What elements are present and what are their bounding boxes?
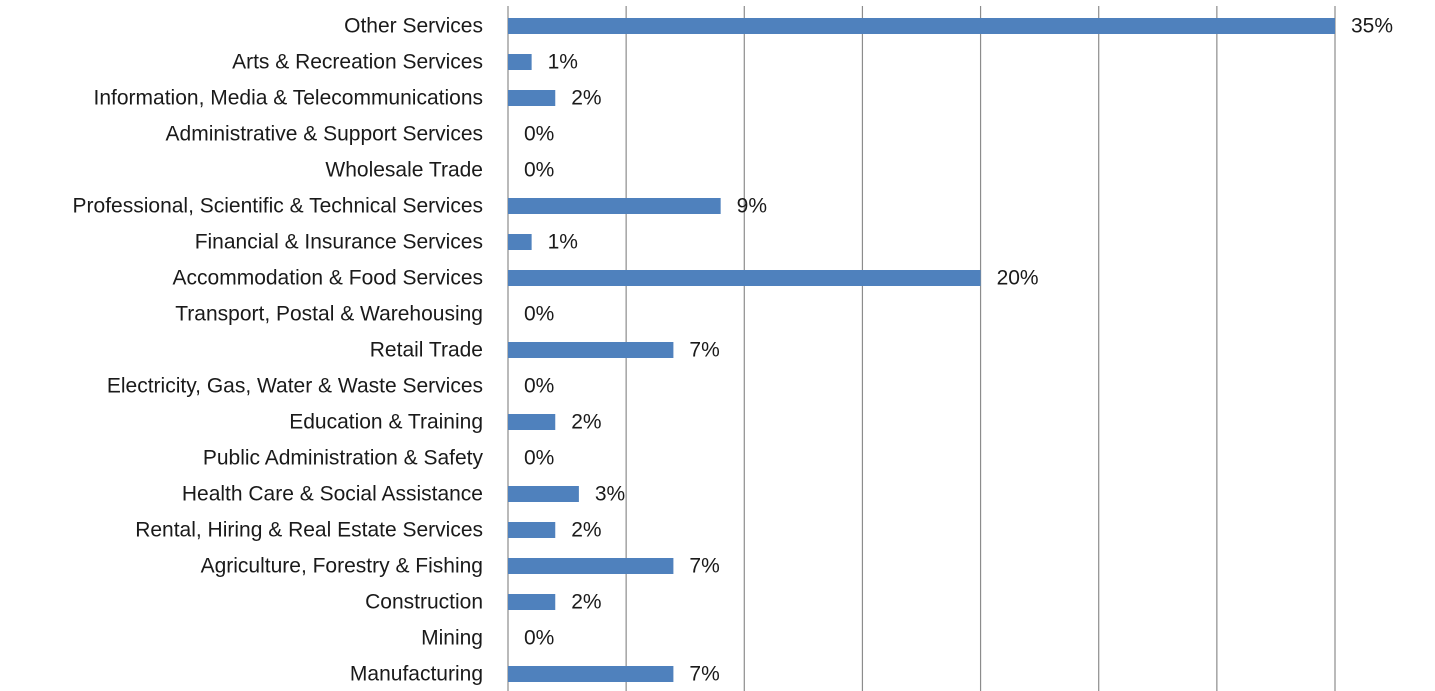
category-label: Rental, Hiring & Real Estate Services xyxy=(135,519,483,542)
bar xyxy=(508,486,579,502)
category-label: Other Services xyxy=(344,15,483,38)
bar xyxy=(508,414,556,430)
data-label: 35% xyxy=(1351,15,1393,38)
category-label: Manufacturing xyxy=(350,663,483,686)
gridlines xyxy=(507,6,1336,691)
data-label: 7% xyxy=(689,663,719,686)
bar xyxy=(508,522,556,538)
data-label: 0% xyxy=(524,375,554,398)
category-label: Public Administration & Safety xyxy=(203,447,484,470)
data-label: 0% xyxy=(524,123,554,146)
data-label: 0% xyxy=(524,627,554,650)
bar xyxy=(508,18,1335,34)
data-label: 3% xyxy=(595,483,625,506)
category-label: Electricity, Gas, Water & Waste Services xyxy=(107,375,483,398)
bars xyxy=(508,18,1335,682)
data-label: 0% xyxy=(524,159,554,182)
data-label: 2% xyxy=(571,87,601,110)
bar xyxy=(508,90,556,106)
data-label: 1% xyxy=(548,231,578,254)
category-label: Information, Media & Telecommunications xyxy=(94,87,483,110)
category-label: Professional, Scientific & Technical Ser… xyxy=(73,195,483,218)
data-label: 2% xyxy=(571,519,601,542)
data-label: 1% xyxy=(548,51,578,74)
data-label: 9% xyxy=(737,195,767,218)
bar xyxy=(508,558,674,574)
data-label: 7% xyxy=(689,555,719,578)
data-label: 2% xyxy=(571,591,601,614)
bar xyxy=(508,342,674,358)
category-label: Education & Training xyxy=(289,411,483,434)
data-label: 20% xyxy=(997,267,1039,290)
data-label: 7% xyxy=(689,339,719,362)
category-label: Financial & Insurance Services xyxy=(195,231,483,254)
bar xyxy=(508,234,532,250)
bar xyxy=(508,270,981,286)
bar xyxy=(508,594,556,610)
category-label: Arts & Recreation Services xyxy=(232,51,483,74)
data-label: 2% xyxy=(571,411,601,434)
category-label: Retail Trade xyxy=(370,339,483,362)
category-label: Transport, Postal & Warehousing xyxy=(175,303,483,326)
category-label: Wholesale Trade xyxy=(325,159,483,182)
category-label: Agriculture, Forestry & Fishing xyxy=(201,555,483,578)
data-label: 0% xyxy=(524,447,554,470)
value-labels: 35% 1% 2% 0% 0% 9% 1% 20% 0% 7% 0% 2% 0% 3% 2% 7% 2% 0% 7% xyxy=(524,15,1393,686)
category-label: Health Care & Social Assistance xyxy=(182,483,483,506)
category-label: Construction xyxy=(365,591,483,614)
category-label: Accommodation & Food Services xyxy=(173,267,483,290)
category-labels: Other Services Arts & Recreation Services… xyxy=(73,15,484,686)
category-label: Administrative & Support Services xyxy=(166,123,483,146)
bar xyxy=(508,54,532,70)
bar xyxy=(508,666,674,682)
data-label: 0% xyxy=(524,303,554,326)
bar xyxy=(508,198,721,214)
category-label: Mining xyxy=(421,627,483,650)
